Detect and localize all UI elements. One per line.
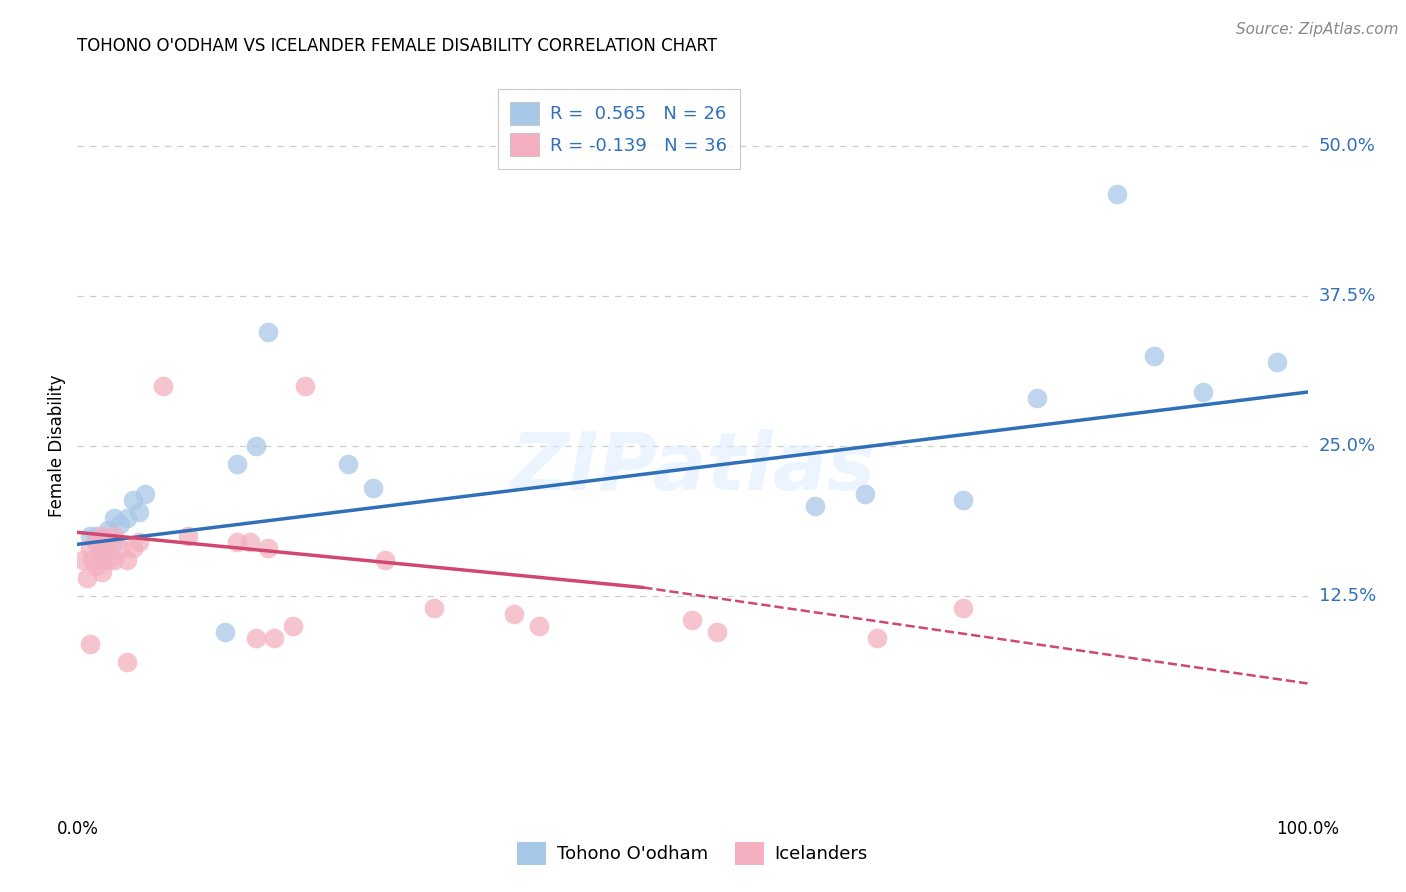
- Point: [1265, 355, 1288, 369]
- Point: [245, 439, 267, 453]
- Point: [294, 379, 316, 393]
- Point: [214, 624, 236, 639]
- Point: [79, 541, 101, 555]
- Point: [90, 529, 114, 543]
- Point: [84, 535, 107, 549]
- Text: ZIPatlas: ZIPatlas: [510, 429, 875, 507]
- Point: [115, 511, 138, 525]
- Point: [177, 529, 200, 543]
- Point: [337, 457, 360, 471]
- Point: [1143, 349, 1166, 363]
- Point: [121, 492, 143, 507]
- Point: [84, 529, 107, 543]
- Point: [257, 325, 280, 339]
- Point: [152, 379, 174, 393]
- Point: [361, 481, 384, 495]
- Point: [281, 619, 304, 633]
- Point: [103, 529, 125, 543]
- Point: [90, 541, 114, 555]
- Point: [134, 487, 156, 501]
- Point: [374, 553, 396, 567]
- Point: [853, 487, 876, 501]
- Point: [527, 619, 550, 633]
- Point: [82, 553, 104, 567]
- Point: [110, 516, 132, 531]
- Point: [110, 541, 132, 555]
- Point: [72, 553, 94, 567]
- Point: [257, 541, 280, 555]
- Point: [79, 637, 101, 651]
- Text: 37.5%: 37.5%: [1319, 287, 1376, 305]
- Point: [97, 523, 120, 537]
- Text: 25.0%: 25.0%: [1319, 437, 1376, 455]
- Text: 50.0%: 50.0%: [1319, 137, 1375, 155]
- Point: [90, 565, 114, 579]
- Point: [103, 511, 125, 525]
- Point: [90, 547, 114, 561]
- Y-axis label: Female Disability: Female Disability: [48, 375, 66, 517]
- Point: [952, 600, 974, 615]
- Point: [97, 553, 120, 567]
- Point: [103, 553, 125, 567]
- Text: TOHONO O'ODHAM VS ICELANDER FEMALE DISABILITY CORRELATION CHART: TOHONO O'ODHAM VS ICELANDER FEMALE DISAB…: [77, 37, 717, 54]
- Point: [128, 505, 150, 519]
- Point: [79, 529, 101, 543]
- Point: [503, 607, 526, 621]
- Point: [952, 492, 974, 507]
- Point: [245, 631, 267, 645]
- Point: [90, 553, 114, 567]
- Point: [1192, 385, 1215, 400]
- Point: [115, 655, 138, 669]
- Point: [128, 535, 150, 549]
- Point: [76, 571, 98, 585]
- Point: [1026, 391, 1049, 405]
- Point: [1105, 187, 1128, 202]
- Point: [423, 600, 446, 615]
- Text: Source: ZipAtlas.com: Source: ZipAtlas.com: [1236, 22, 1399, 37]
- Point: [84, 558, 107, 573]
- Point: [103, 535, 125, 549]
- Point: [121, 541, 143, 555]
- Text: 12.5%: 12.5%: [1319, 587, 1376, 605]
- Point: [239, 535, 262, 549]
- Point: [115, 553, 138, 567]
- Point: [97, 535, 120, 549]
- Point: [706, 624, 728, 639]
- Legend: Tohono O'odham, Icelanders: Tohono O'odham, Icelanders: [510, 835, 875, 872]
- Point: [226, 535, 249, 549]
- Point: [263, 631, 285, 645]
- Point: [226, 457, 249, 471]
- Point: [804, 499, 827, 513]
- Point: [682, 613, 704, 627]
- Point: [866, 631, 889, 645]
